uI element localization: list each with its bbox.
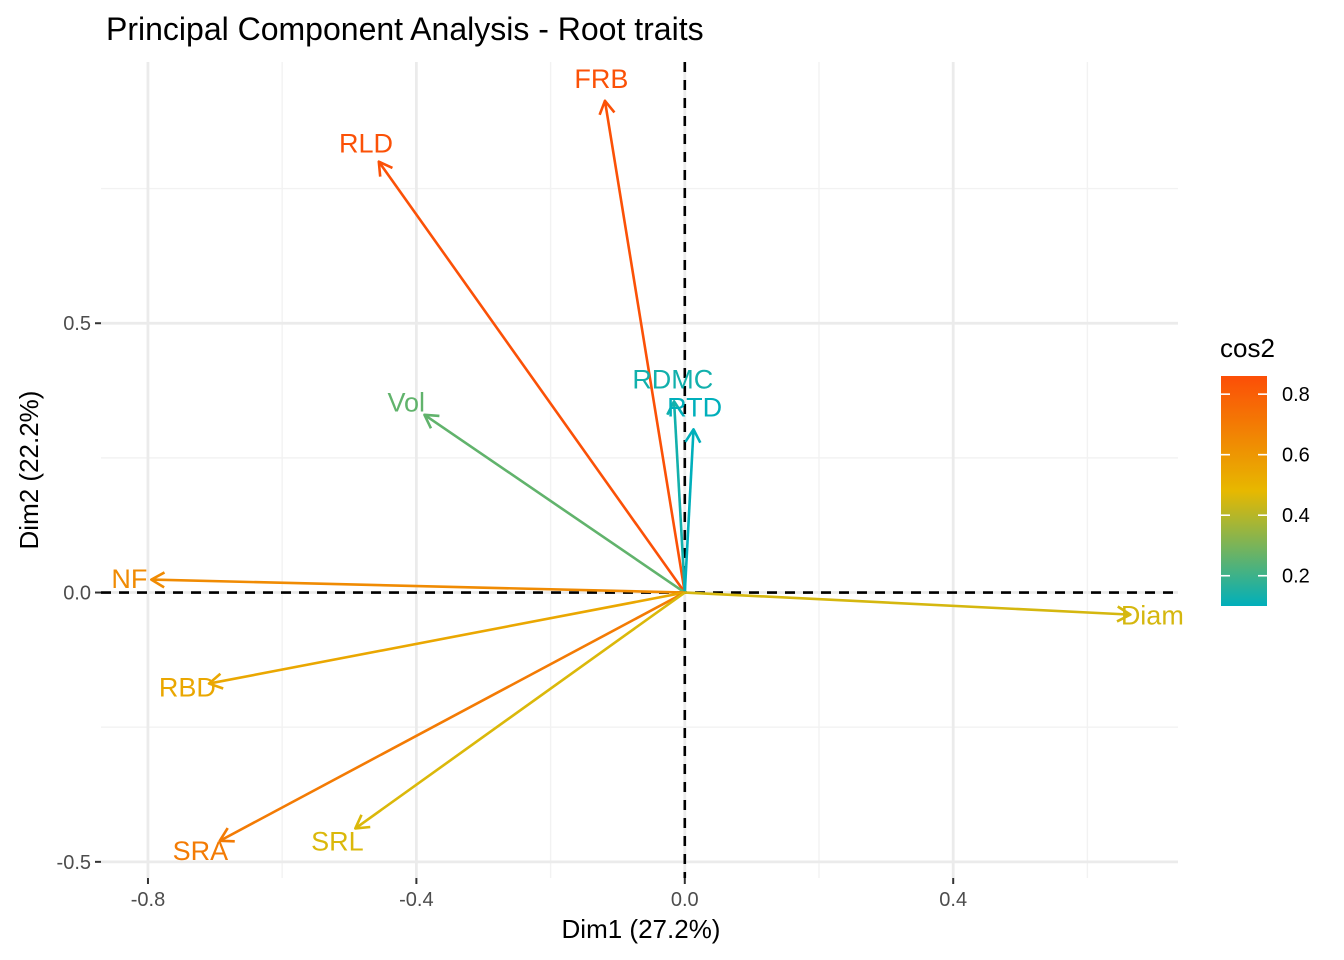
x-axis: -0.8 -0.4 0.0 0.4 (131, 878, 967, 911)
arrowhead-sra (218, 827, 235, 843)
arrow-sra (219, 591, 686, 842)
label-rtd: RTD (667, 392, 722, 422)
arrowhead-rbd (207, 672, 224, 690)
x-tick-label: -0.4 (399, 889, 433, 911)
reference-lines (101, 62, 1178, 878)
y-tick-label: -0.5 (57, 852, 91, 874)
label-rdmc: RDMC (632, 364, 713, 394)
chart-title: Principal Component Analysis - Root trai… (106, 11, 704, 47)
arrow-frb (603, 100, 687, 593)
label-srl: SRL (311, 826, 364, 856)
arrowhead-rtd (684, 428, 702, 444)
x-axis-title: Dim1 (27.2%) (562, 914, 721, 944)
legend-tick-label: 0.4 (1282, 505, 1310, 527)
legend-colorbar (1221, 376, 1267, 606)
variable-arrows (150, 99, 1132, 843)
arrow-nf (151, 578, 685, 594)
arrowhead-srl (354, 814, 371, 830)
major-grid (101, 62, 1178, 878)
y-axis-title: Dim2 (22.2%) (14, 391, 44, 550)
arrowhead-frb (598, 99, 616, 116)
arrowhead-rdmc (666, 400, 684, 416)
arrow-vol (423, 413, 686, 594)
label-diam: Diam (1121, 601, 1184, 631)
minor-grid (101, 62, 1178, 878)
label-rld: RLD (339, 129, 393, 159)
legend: cos2 0.2 0.4 0.6 0.8 (1220, 333, 1310, 606)
y-tick-label: 0.0 (63, 583, 91, 605)
arrowhead-rld (377, 160, 393, 177)
arrowhead-vol (423, 413, 440, 429)
arrow-rdmc (672, 401, 687, 593)
arrow-rtd (683, 429, 695, 593)
arrow-srl (354, 591, 686, 830)
x-tick-label: -0.8 (131, 889, 165, 911)
x-tick-label: 0.0 (671, 889, 699, 911)
arrow-rld (377, 160, 686, 594)
arrow-diam (684, 591, 1131, 616)
arrowhead-nf (150, 571, 166, 589)
label-sra: SRA (173, 836, 229, 866)
y-tick-label: 0.5 (63, 313, 91, 335)
label-nf: NF (111, 564, 147, 594)
legend-ticks: 0.2 0.4 0.6 0.8 (1221, 384, 1310, 588)
label-vol: Vol (387, 387, 425, 417)
legend-tick-label: 0.2 (1282, 566, 1310, 588)
legend-title: cos2 (1220, 333, 1275, 363)
y-axis: -0.5 0.0 0.5 (57, 313, 101, 874)
legend-tick-label: 0.8 (1282, 384, 1310, 406)
x-tick-label: 0.4 (939, 889, 967, 911)
label-frb: FRB (574, 64, 628, 94)
arrowhead-diam (1116, 605, 1132, 623)
label-rbd: RBD (159, 673, 216, 703)
arrow-rbd (208, 591, 686, 685)
legend-tick-label: 0.6 (1282, 445, 1310, 467)
